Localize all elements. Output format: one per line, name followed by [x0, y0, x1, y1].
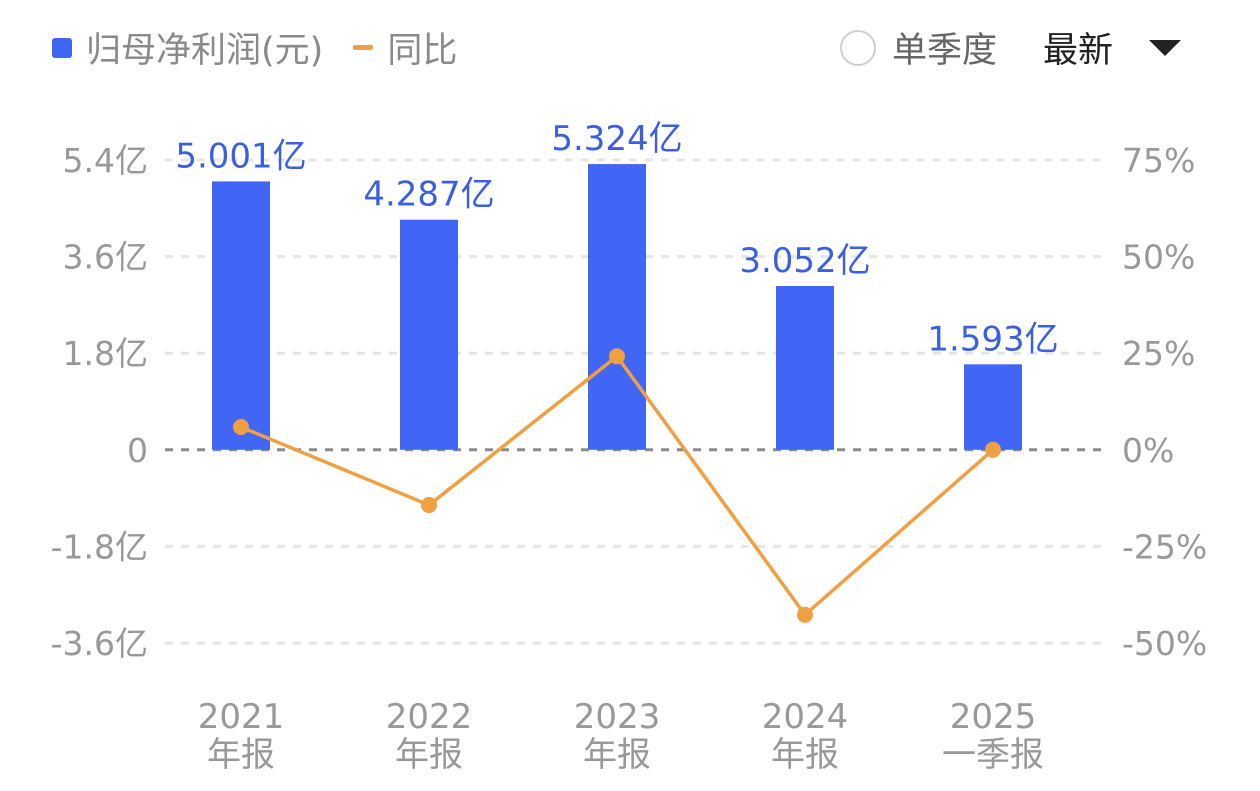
right-tick-label: -25%	[1122, 527, 1207, 566]
bar-data-label: 3.052亿	[739, 241, 870, 281]
legend-bar-label: 归母净利润(元)	[86, 31, 324, 71]
legend: 归母净利润(元) 同比	[52, 22, 457, 73]
period-select[interactable]: 最新	[1043, 31, 1114, 71]
right-tick-label: 25%	[1122, 334, 1195, 373]
left-tick-label: 1.8亿	[63, 334, 148, 373]
single-quarter-label[interactable]: 单季度	[892, 31, 998, 71]
bar	[776, 286, 834, 450]
right-tick-label: 75%	[1122, 141, 1195, 180]
bar-data-label: 5.001亿	[175, 136, 306, 176]
right-tick-label: 0%	[1122, 431, 1174, 470]
x-tick-year: 2021	[198, 697, 285, 737]
legend-line-swatch	[353, 45, 374, 50]
bar-data-label: 1.593亿	[927, 319, 1058, 359]
x-tick-period: 年报	[771, 735, 839, 775]
bar	[964, 364, 1022, 450]
x-tick-period: 年报	[395, 735, 463, 775]
yoy-point	[421, 497, 437, 514]
x-tick-period: 年报	[583, 735, 651, 775]
left-tick-label: 5.4亿	[63, 141, 148, 180]
bar	[588, 164, 646, 450]
left-tick-label: 0	[127, 431, 148, 470]
yoy-point	[609, 348, 625, 365]
x-tick-period: 年报	[207, 735, 275, 775]
x-tick-year: 2024	[762, 697, 849, 737]
x-tick-year: 2022	[386, 697, 473, 737]
yoy-point	[797, 606, 813, 623]
left-tick-label: 3.6亿	[63, 238, 148, 277]
x-tick-year: 2023	[574, 697, 661, 737]
yoy-point	[233, 419, 249, 436]
right-tick-label: -50%	[1122, 624, 1207, 663]
chevron-down-icon[interactable]	[1149, 39, 1182, 56]
bar-data-label: 5.324亿	[551, 119, 682, 159]
single-quarter-radio[interactable]	[840, 29, 876, 66]
legend-line-label: 同比	[387, 31, 458, 71]
bar	[212, 181, 270, 450]
right-tick-label: 50%	[1122, 238, 1195, 277]
yoy-point	[985, 441, 1001, 458]
left-tick-label: -1.8亿	[51, 527, 148, 566]
x-tick-year: 2025	[950, 697, 1037, 737]
controls: 单季度 最新	[840, 22, 1182, 73]
bar-data-label: 4.287亿	[363, 175, 494, 215]
bar	[400, 219, 458, 450]
left-tick-label: -3.6亿	[51, 624, 148, 663]
legend-bar-swatch	[52, 37, 72, 58]
x-tick-period: 一季报	[942, 735, 1044, 775]
